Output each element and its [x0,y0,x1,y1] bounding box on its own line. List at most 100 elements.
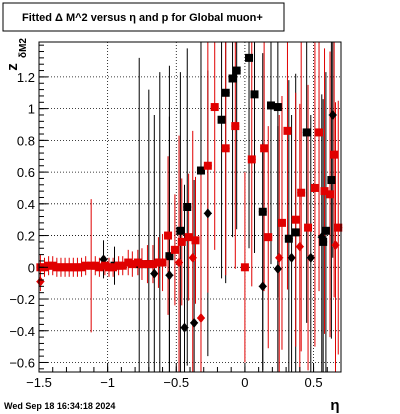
square-marker [273,103,282,112]
y-tick-label: 0.2 [17,229,35,244]
x-tick-label: 0.5 [305,375,323,390]
square-marker [258,207,267,216]
tick-layer: −1.5 −1 −0.5 0 0.5 −0.6 −0.4 −0.2 0 0.2 0.4 0.6 0.8 1… [9,44,342,390]
square-marker [128,260,137,269]
square-marker [81,261,90,270]
square-marker [183,203,192,211]
square-marker [191,236,200,245]
diamond-marker [188,252,197,263]
square-marker [91,261,100,270]
diamond-marker [273,263,282,274]
y-tick-label: 1 [28,102,35,117]
title-frame [2,2,285,32]
diamond-marker [180,322,189,333]
x-tick-label: −1 [100,375,115,390]
square-marker [320,187,329,196]
square-marker [240,263,249,272]
y-tick-label: 1.2 [17,70,35,85]
square-marker [109,263,118,272]
x-tick-label: −0.5 [163,375,189,390]
diamond-marker [306,252,315,263]
square-marker [133,258,142,267]
square-marker [277,218,286,227]
diamond-marker [317,232,326,243]
square-marker [143,260,152,269]
square-marker [232,66,241,75]
square-marker [228,74,237,83]
square-marker [48,261,57,270]
square-marker [321,226,330,235]
square-marker [184,233,193,242]
square-marker [52,263,61,272]
square-marker [77,263,86,272]
square-marker [176,226,185,235]
square-marker [310,183,319,192]
square-marker [170,245,179,254]
diamond-marker [203,208,212,219]
diamond-marker [36,276,45,287]
square-marker [69,263,78,272]
diamond-marker [258,281,267,292]
square-marker [260,144,269,153]
y-axis-title: z δM2 [4,38,29,71]
diamond-marker [175,257,184,268]
title-box: Fitted Δ M^2 versus η and p for Global m… [2,2,285,32]
y-axis-label: z [4,63,21,71]
square-marker [247,155,256,164]
diamond-marker [150,268,159,279]
square-marker [196,166,205,175]
diamond-marker [196,313,205,324]
square-marker [283,126,292,135]
square-marker [56,263,65,272]
marker-layer [36,53,343,333]
square-marker [124,258,133,267]
diamond-marker [190,317,199,328]
square-marker [291,228,300,237]
square-marker [231,122,240,131]
square-marker [221,88,230,97]
footer-timestamp: Wed Sep 18 16:34:18 2024 [4,401,115,411]
square-marker [330,150,339,159]
y-tick-label: 0.4 [17,197,35,212]
square-marker [73,263,82,272]
square-marker [118,261,127,270]
square-marker [210,103,219,112]
y-tick-label: −0.2 [9,292,35,307]
square-marker [302,128,311,137]
square-marker [327,176,336,185]
y-tick-label: 0.6 [17,165,35,180]
square-marker [304,223,313,232]
square-marker [326,190,335,199]
square-marker [297,188,306,197]
square-marker [315,128,324,137]
y-axis-label-subscript: δM2 [18,38,29,58]
diamond-marker [295,241,304,252]
square-marker [158,258,167,267]
x-tick-label: 0 [241,375,248,390]
diamond-marker [287,252,296,263]
y-tick-label: 0 [28,260,35,275]
square-marker [100,261,109,270]
square-marker [284,234,293,243]
diamond-marker [275,252,284,263]
diamond-marker [331,240,340,251]
square-marker [203,161,212,170]
square-marker [245,53,254,62]
square-marker [250,90,259,99]
square-marker [221,144,230,153]
square-marker [217,115,226,124]
diamond-marker [165,270,174,281]
square-marker [291,215,300,224]
square-marker [95,263,104,272]
square-marker [334,223,343,232]
y-tick-label: −0.6 [9,355,35,370]
square-marker [177,237,186,246]
x-tick-label: −1.5 [26,375,52,390]
square-marker [264,233,273,242]
square-marker [165,252,174,261]
square-marker [61,263,70,272]
square-marker [87,261,96,270]
diamond-marker [328,109,337,120]
